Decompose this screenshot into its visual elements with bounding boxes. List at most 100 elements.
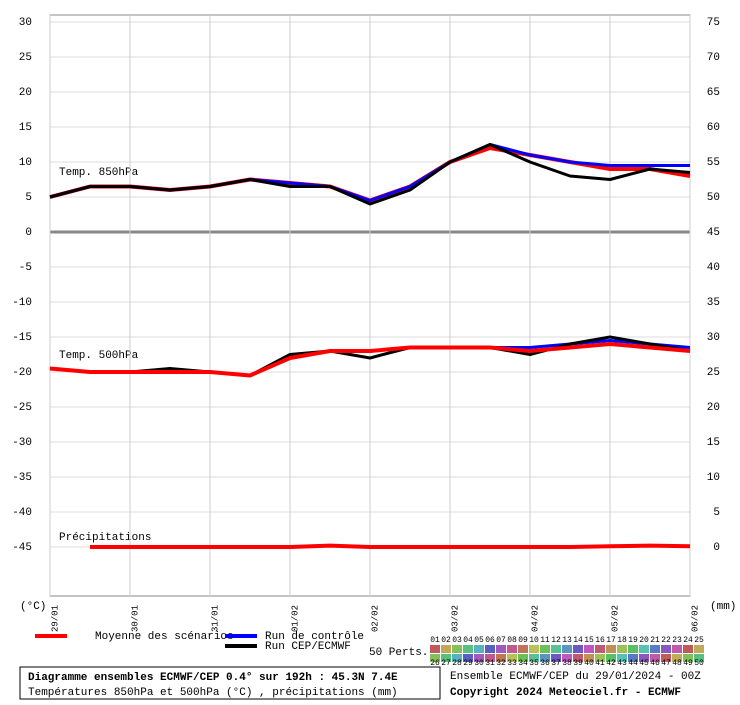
- x-tick-label: 01/02: [290, 605, 300, 632]
- perturbation-label: 15: [584, 636, 594, 645]
- perturbation-label: 23: [672, 636, 682, 645]
- x-tick-label: 02/02: [370, 605, 380, 632]
- perturbation-label: 07: [496, 636, 506, 645]
- series-line: [90, 543, 691, 549]
- y-tick-label: 15: [19, 122, 32, 134]
- perturbation-swatch: [562, 654, 572, 662]
- perturbation-label: 09: [518, 636, 528, 645]
- x-tick-label: 29/01: [50, 605, 60, 632]
- y-tick-label: 5: [25, 192, 32, 204]
- perturbation-swatch: [441, 645, 451, 653]
- perturbation-swatch: [639, 654, 649, 662]
- perturbation-label: 44: [628, 659, 638, 668]
- perturbation-label: 01: [430, 636, 440, 645]
- perturbation-swatch: [694, 645, 704, 653]
- perturbation-label: 39: [573, 659, 583, 668]
- perturbation-label: 48: [672, 659, 682, 668]
- perturbation-swatch: [485, 654, 495, 662]
- annotation: Temp. 850hPa: [59, 167, 139, 179]
- perturbation-label: 11: [540, 636, 550, 645]
- perturbation-label: 14: [573, 636, 583, 645]
- perturbation-swatch: [683, 654, 693, 662]
- perturbation-label: 36: [540, 659, 550, 668]
- perturbation-swatch: [650, 645, 660, 653]
- perts-label: 50 Perts.: [369, 647, 428, 659]
- perturbation-label: 34: [518, 659, 528, 668]
- y2-tick-label: 20: [707, 402, 720, 414]
- y2-tick-label: 45: [707, 227, 720, 239]
- perturbation-swatch: [507, 654, 517, 662]
- y-tick-label: 20: [19, 87, 32, 99]
- perturbation-label: 18: [617, 636, 627, 645]
- perturbation-swatch: [661, 645, 671, 653]
- perturbation-swatch: [551, 645, 561, 653]
- perturbation-swatch: [661, 654, 671, 662]
- y2-tick-label: 0: [713, 542, 720, 554]
- perturbation-label: 30: [474, 659, 484, 668]
- perturbation-swatch: [595, 645, 605, 653]
- perturbation-swatch: [496, 645, 506, 653]
- y2-tick-label: 70: [707, 52, 720, 64]
- perturbation-label: 24: [683, 636, 693, 645]
- perturbation-label: 31: [485, 659, 495, 668]
- series-line: [49, 335, 691, 377]
- y-tick-label: -20: [12, 367, 32, 379]
- perturbation-swatch: [628, 645, 638, 653]
- perturbation-label: 37: [551, 659, 561, 668]
- y2-tick-label: 30: [707, 332, 720, 344]
- y2-tick-label: 75: [707, 17, 720, 29]
- perturbation-swatch: [441, 654, 451, 662]
- perturbation-swatch: [628, 654, 638, 662]
- y2-tick-label: 55: [707, 157, 720, 169]
- perturbation-label: 50: [694, 659, 704, 668]
- x-tick-label: 05/02: [610, 605, 620, 632]
- perturbation-swatch: [474, 654, 484, 662]
- perturbation-swatch: [452, 654, 462, 662]
- perturbation-label: 32: [496, 659, 506, 668]
- perturbation-label: 04: [463, 636, 473, 645]
- perturbation-swatch: [485, 645, 495, 653]
- perturbation-label: 08: [507, 636, 517, 645]
- perturbation-label: 45: [639, 659, 649, 668]
- perturbation-label: 35: [529, 659, 539, 668]
- perturbation-swatch: [595, 654, 605, 662]
- y-tick-label: -30: [12, 437, 32, 449]
- perturbation-swatch: [650, 654, 660, 662]
- y-tick-label: -5: [19, 262, 32, 274]
- y-tick-label: -10: [12, 297, 32, 309]
- perturbation-swatch: [463, 654, 473, 662]
- perturbation-swatch: [507, 645, 517, 653]
- y-tick-label: 10: [19, 157, 32, 169]
- perturbation-label: 27: [441, 659, 451, 668]
- x-tick-label: 04/02: [530, 605, 540, 632]
- perturbation-label: 10: [529, 636, 539, 645]
- perturbation-swatch: [606, 645, 616, 653]
- x-tick-label: 30/01: [130, 605, 140, 632]
- perturbation-label: 43: [617, 659, 627, 668]
- y2-unit: (mm): [710, 601, 736, 613]
- perturbation-label: 29: [463, 659, 473, 668]
- footer-title: Diagramme ensembles ECMWF/CEP 0.4° sur 1…: [28, 672, 398, 684]
- x-tick-label: 06/02: [690, 605, 700, 632]
- perturbation-swatch: [606, 654, 616, 662]
- y2-tick-label: 5: [713, 507, 720, 519]
- perturbation-swatch: [672, 654, 682, 662]
- perturbation-label: 13: [562, 636, 572, 645]
- perturbation-label: 22: [661, 636, 671, 645]
- perturbation-label: 16: [595, 636, 605, 645]
- perturbation-swatch: [529, 654, 539, 662]
- annotation: Précipitations: [59, 532, 151, 544]
- perturbation-swatch: [617, 654, 627, 662]
- perturbation-swatch: [694, 654, 704, 662]
- y-tick-label: -35: [12, 472, 32, 484]
- perturbation-swatch: [430, 654, 440, 662]
- perturbation-swatch: [452, 645, 462, 653]
- perturbation-label: 21: [650, 636, 660, 645]
- perturbation-swatch: [639, 645, 649, 653]
- perturbation-label: 17: [606, 636, 616, 645]
- y-tick-label: -40: [12, 507, 32, 519]
- x-tick-label: 31/01: [210, 605, 220, 632]
- footer-subtitle: Températures 850hPa et 500hPa (°C) , pré…: [28, 687, 398, 699]
- perturbation-swatch: [683, 645, 693, 653]
